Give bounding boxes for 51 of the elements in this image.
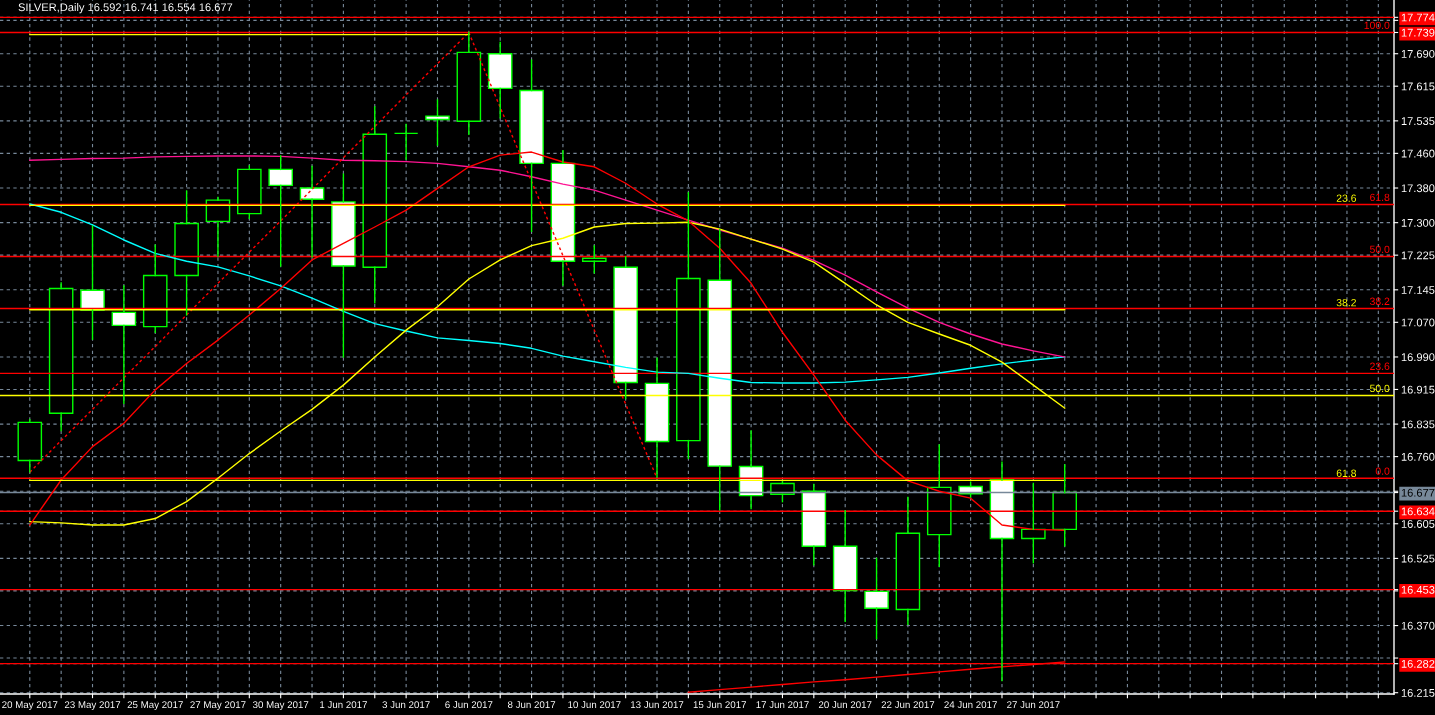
x-tick-label: 25 May 2017 [127,701,183,711]
y-tick-label: 16.282 [1401,659,1435,668]
y-tick-label: 16.525 [1401,554,1435,563]
y-tick-label: 17.380 [1401,184,1435,193]
annotation: 100.0 [1364,21,1390,30]
y-tick-label: 16.370 [1401,621,1435,630]
x-tick-label: 10 Jun 2017 [568,701,621,709]
x-tick-label: 27 Jun 2017 [1007,701,1060,709]
annotation: 23.6 [1370,362,1390,370]
y-tick-label: 16.605 [1401,520,1435,528]
x-tick-label: 1 Jun 2017 [320,701,367,709]
y-tick-label: 17.774 [1401,13,1435,22]
x-tick-label: 3 Jun 2017 [382,701,430,709]
y-tick-label: 17.615 [1401,82,1435,91]
y-tick-label: 16.453 [1401,585,1435,594]
annotation: 61.8 [1370,193,1390,202]
y-tick-label: 17.460 [1401,149,1435,158]
x-tick-label: 22 Jun 2017 [881,701,935,709]
y-tick-label: 16.990 [1401,353,1435,362]
annotation: 0.0 [1375,467,1390,475]
annotation: 50.0 [1369,384,1390,393]
x-tick-label: 6 Jun 2017 [445,701,493,709]
x-tick-label: 8 Jun 2017 [507,701,556,709]
y-tick-label: 16.215 [1401,688,1435,697]
y-tick-label: 17.070 [1401,318,1435,327]
annotation: 23.6 [1336,194,1357,202]
annotation: 38.2 [1369,297,1390,305]
y-tick-label: 16.634 [1401,507,1435,516]
x-tick-label: 30 May 2017 [252,701,309,711]
x-tick-label: 15 Jun 2017 [693,701,747,709]
y-tick-label: 16.760 [1401,452,1435,461]
y-tick-label: 16.677 [1401,488,1435,497]
chart-title: SILVER,Daily 16.592 16.741 16.554 16.677 [18,3,233,14]
y-tick-label: 17.739 [1401,28,1435,37]
x-tick-label: 20 Jun 2017 [818,701,872,709]
annotation: 61.8 [1336,469,1357,477]
y-tick-label: 17.300 [1401,218,1435,227]
y-tick-label: 16.915 [1401,385,1435,394]
x-tick-label: 20 May 2017 [2,701,58,711]
y-tick-label: 17.225 [1401,251,1435,260]
x-tick-label: 13 Jun 2017 [631,701,684,709]
x-tick-label: 17 Jun 2017 [756,701,809,709]
y-tick-label: 16.835 [1401,420,1435,429]
y-tick-label: 17.690 [1401,49,1435,58]
y-tick-label: 17.535 [1401,117,1435,125]
annotation: 50.0 [1369,245,1390,254]
x-tick-label: 24 Jun 2017 [944,701,997,709]
x-tick-label: 23 May 2017 [64,701,121,711]
annotation: 38.2 [1336,298,1356,307]
x-tick-label: 27 May 2017 [190,701,246,711]
y-tick-label: 17.145 [1401,286,1435,294]
